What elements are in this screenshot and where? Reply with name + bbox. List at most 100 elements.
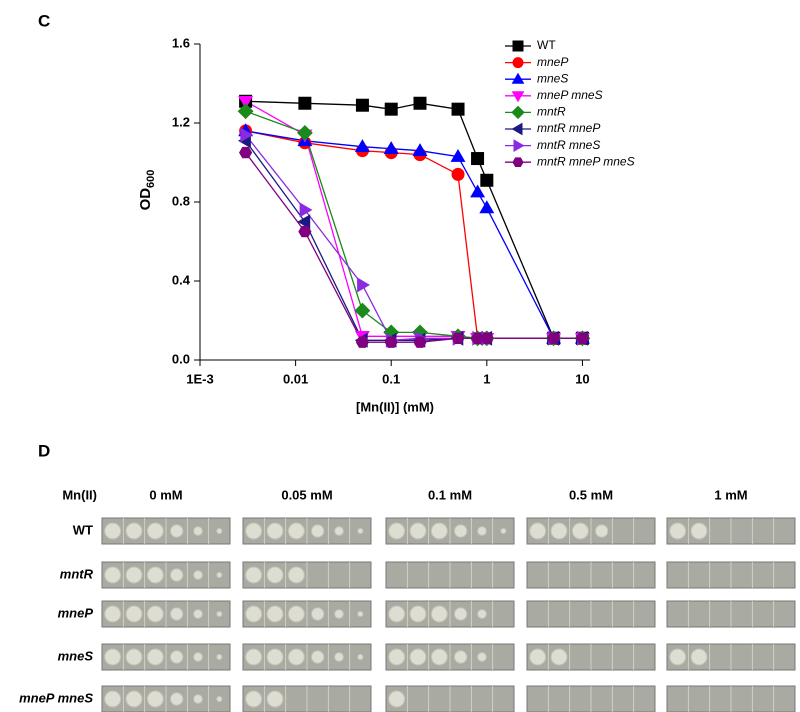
y-tick-label: 0.8 <box>172 193 190 208</box>
series-line <box>245 134 583 341</box>
colony-spot <box>409 648 427 666</box>
colony-spot <box>453 524 468 538</box>
marker <box>451 332 465 344</box>
colony-spot <box>216 610 223 618</box>
x-tick-label: 10 <box>575 371 589 386</box>
legend-label: WT <box>537 38 556 52</box>
y-tick-label: 0.4 <box>172 272 191 287</box>
y-tick-label: 0.0 <box>172 351 190 366</box>
row-label: mneP mneS <box>19 690 93 705</box>
marker <box>450 149 466 162</box>
column-header: 0.1 mM <box>428 487 472 502</box>
colony-spot <box>690 648 708 666</box>
marker <box>238 96 254 109</box>
marker <box>547 332 561 344</box>
colony-spot <box>146 690 164 708</box>
y-label-text: OD <box>137 188 154 211</box>
colony-spot <box>104 522 122 540</box>
legend-label: mntR mneS <box>537 138 600 152</box>
colony-spot <box>266 566 284 584</box>
marker <box>237 103 254 120</box>
colony-spot <box>453 650 468 664</box>
colony-spot <box>357 610 364 618</box>
marker <box>355 98 369 112</box>
colony-spot <box>104 566 122 584</box>
row-label: WT <box>73 522 93 537</box>
series-line <box>245 100 583 339</box>
colony-spot <box>334 652 344 662</box>
colony-spot <box>193 609 203 619</box>
marker <box>298 225 312 238</box>
row-label: mneS <box>58 648 94 663</box>
series-line <box>245 140 583 341</box>
colony-spot <box>571 522 589 540</box>
row-label: mneP <box>58 605 94 620</box>
colony-spot <box>125 566 143 584</box>
column-header: 0.5 mM <box>569 487 613 502</box>
colony-spot <box>169 650 184 664</box>
x-tick-label: 0.01 <box>283 371 308 386</box>
colony-spot <box>125 605 143 623</box>
colony-spot <box>104 648 122 666</box>
column-header: 0.05 mM <box>281 487 332 502</box>
marker <box>354 139 370 152</box>
legend-label: mntR mneP <box>537 121 600 135</box>
colony-spot <box>388 648 406 666</box>
marker <box>471 152 485 166</box>
colony-spot <box>477 526 487 536</box>
colony-spot <box>594 524 609 538</box>
colony-spot <box>125 690 143 708</box>
colony-spot <box>287 522 305 540</box>
colony-spot <box>477 609 487 619</box>
marker <box>575 332 589 344</box>
colony-spot <box>409 522 427 540</box>
colony-spot <box>287 566 305 584</box>
legend-label: mntR mneP mneS <box>537 154 635 168</box>
colony-spot <box>357 653 364 661</box>
marker <box>357 277 370 293</box>
series-line <box>245 152 583 343</box>
marker <box>297 214 311 230</box>
marker <box>296 124 313 141</box>
marker <box>512 57 524 69</box>
colony-spot <box>500 527 507 535</box>
colony-spot <box>245 522 263 540</box>
marker <box>384 336 398 348</box>
colony-spot <box>550 522 568 540</box>
marker <box>384 102 398 116</box>
marker <box>354 302 371 319</box>
colony-spot <box>169 568 184 582</box>
marker <box>471 332 485 344</box>
colony-spot <box>245 648 263 666</box>
colony-spot <box>146 605 164 623</box>
x-tick-label: 1 <box>483 371 490 386</box>
colony-spot <box>453 607 468 621</box>
colony-spot <box>388 690 406 708</box>
colony-spot <box>104 690 122 708</box>
colony-spot <box>169 607 184 621</box>
y-axis-label: OD600 <box>137 170 157 211</box>
colony-spot <box>334 609 344 619</box>
y-tick-label: 1.2 <box>172 114 190 129</box>
panel-label: C <box>38 11 50 30</box>
colony-spot <box>169 692 184 706</box>
marker <box>480 173 494 187</box>
colony-spot <box>193 694 203 704</box>
marker <box>299 202 313 218</box>
marker <box>383 141 399 154</box>
colony-spot <box>388 522 406 540</box>
colony-spot <box>357 527 364 535</box>
y-label-subscript: 600 <box>145 170 157 188</box>
marker <box>470 184 486 198</box>
colony-spot <box>690 522 708 540</box>
marker <box>513 139 525 152</box>
colony-spot <box>193 570 203 580</box>
colony-spot <box>245 690 263 708</box>
marker <box>240 127 254 143</box>
colony-spot <box>310 524 325 538</box>
colony-spot <box>169 524 184 538</box>
colony-spot <box>550 648 568 666</box>
marker <box>511 72 525 84</box>
colony-spot <box>266 605 284 623</box>
colony-spot <box>430 522 448 540</box>
